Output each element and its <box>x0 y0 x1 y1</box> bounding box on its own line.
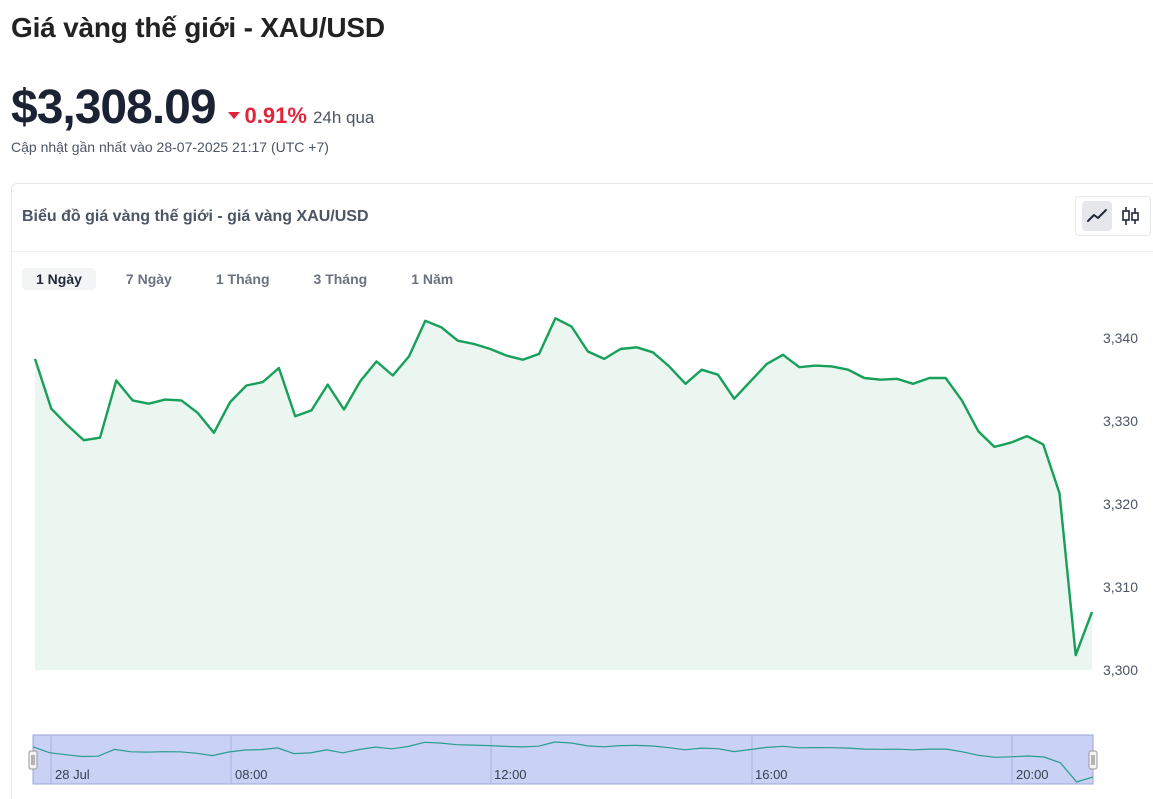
y-tick-label: 3,310 <box>1103 579 1138 595</box>
page-title: Giá vàng thế giới - XAU/USD <box>11 12 385 43</box>
arrow-down-icon <box>227 112 240 119</box>
range-navigator: 28 Jul 08:00 12:00 16:00 20:00 <box>28 734 1098 785</box>
y-tick-label: 3,340 <box>1103 330 1138 346</box>
navigator-line <box>32 741 1094 783</box>
price-change: 0.91% 24h qua <box>227 103 375 129</box>
tab-1-year[interactable]: 1 Năm <box>411 271 454 287</box>
range-tabs: 1 Ngày 7 Ngày 1 Tháng 3 Tháng 1 Năm <box>22 268 483 290</box>
x-tick-label: 16:00 <box>755 767 788 782</box>
x-tick-label: 08:00 <box>235 767 268 782</box>
main-plot <box>33 317 1094 670</box>
x-tick-label: 20:00 <box>1016 767 1049 782</box>
navigator-window[interactable] <box>32 734 1094 785</box>
navigator-handle-left[interactable] <box>28 750 38 770</box>
price-line <box>33 317 1094 657</box>
y-tick-label: 3,320 <box>1103 496 1138 512</box>
line-chart-button[interactable] <box>1081 201 1112 231</box>
candlestick-icon <box>1121 207 1139 225</box>
x-tick-label: 12:00 <box>494 767 527 782</box>
tab-1-month[interactable]: 1 Tháng <box>215 271 270 287</box>
change-period: 24h qua <box>312 108 375 127</box>
chart-type-toggle <box>1075 196 1151 236</box>
price-area <box>35 318 1092 670</box>
tab-3-months[interactable]: 3 Tháng <box>313 271 368 287</box>
y-tick-label: 3,330 <box>1103 413 1138 429</box>
chart-title: Biểu đồ giá vàng thế giới - giá vàng XAU… <box>22 208 369 225</box>
chart-card-header: Biểu đồ giá vàng thế giới - giá vàng XAU… <box>12 184 1153 252</box>
line-chart-icon <box>1086 209 1107 222</box>
x-tick-label: 28 Jul <box>55 767 90 782</box>
navigator-handle-right[interactable] <box>1088 750 1098 770</box>
tab-7-days[interactable]: 7 Ngày <box>125 271 172 287</box>
candlestick-chart-button[interactable] <box>1115 201 1145 231</box>
last-updated: Cập nhật gần nhất vào 28-07-2025 21:17 (… <box>11 139 329 155</box>
price-row: $3,308.09 0.91% 24h qua <box>11 80 374 135</box>
tab-1-day[interactable]: 1 Ngày <box>22 268 96 290</box>
change-percent: 0.91% <box>244 103 307 128</box>
current-price: $3,308.09 <box>11 81 217 134</box>
y-tick-label: 3,300 <box>1103 662 1138 678</box>
y-axis: 3,300 3,310 3,320 3,330 3,340 <box>1103 330 1138 678</box>
